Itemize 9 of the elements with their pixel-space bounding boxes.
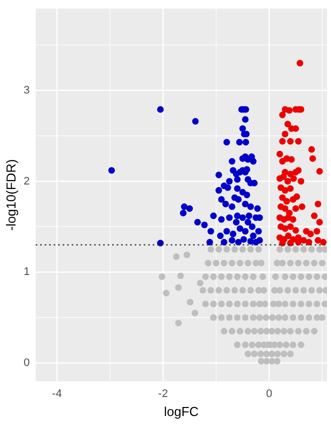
y-tick-label: 2: [24, 175, 30, 188]
x-tick-label: -2: [158, 388, 168, 400]
x-tick-label: -4: [52, 388, 62, 400]
y-tick-label: 3: [24, 84, 30, 96]
x-axis-title: logFC: [164, 404, 199, 419]
y-tick-label: 0: [24, 357, 30, 370]
y-tick-label: 1: [24, 266, 30, 278]
x-tick-label: 0: [266, 388, 272, 400]
y-axis-title: -log10(FDR): [3, 159, 18, 231]
